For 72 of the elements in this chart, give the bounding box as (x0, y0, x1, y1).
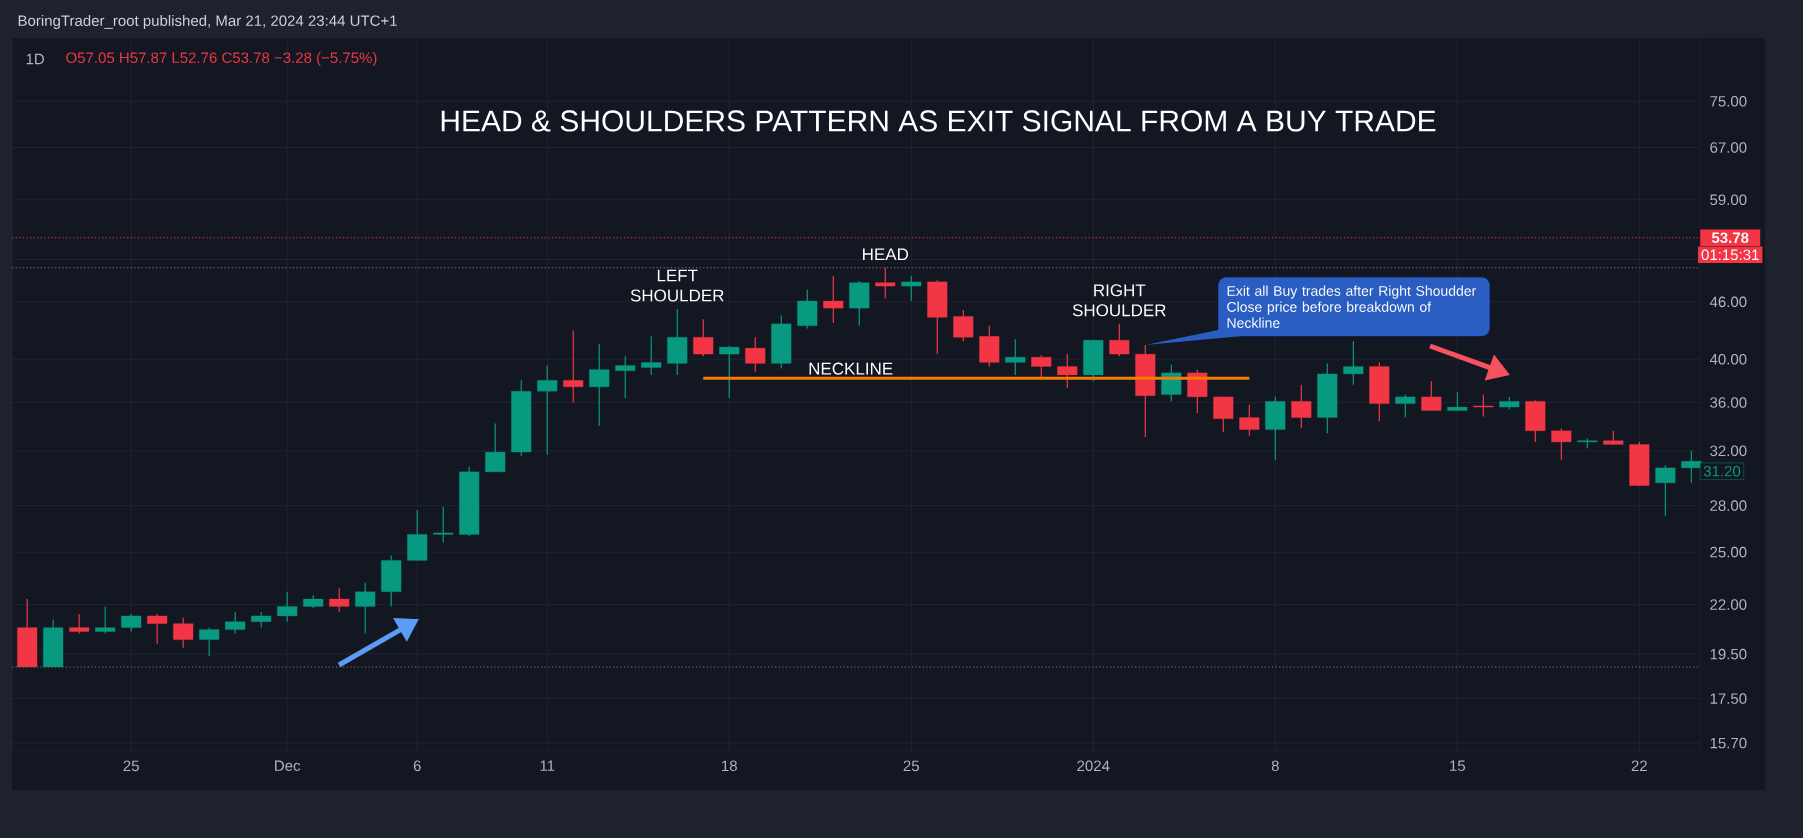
candlestick (1343, 340, 1364, 386)
candlestick (563, 329, 584, 404)
candlestick (199, 627, 220, 657)
candlestick (615, 355, 636, 399)
candlestick (1551, 427, 1572, 461)
x-tick-label: 11 (540, 760, 555, 771)
annotation: Exit all Buy trades after Right Shoudder Close price before breakdown of Neckline (1227, 285, 1477, 328)
annotation: O57.05 H57.87 L52.76 C53.78 −3.28 (−5.75%) (66, 52, 377, 66)
candlestick (355, 582, 376, 635)
candlestick (173, 617, 194, 649)
candlestick (225, 611, 246, 635)
candlestick (1291, 384, 1312, 429)
candlestick (823, 275, 844, 324)
candlestick (745, 336, 766, 373)
candlestick (589, 343, 610, 427)
candlestick (875, 267, 896, 299)
x-tick-label: Dec (275, 760, 301, 771)
candlestick (147, 613, 168, 645)
text: 01:15:31 (1701, 249, 1759, 261)
candlestick (953, 309, 974, 342)
y-tick-label: 46.00 (1709, 296, 1747, 308)
candlestick (537, 364, 558, 456)
candlestick (719, 345, 740, 399)
y-tick-label: 25.00 (1710, 546, 1747, 558)
series-label: NECKLINE (809, 362, 893, 375)
x-tick-label: 2024 (1077, 760, 1110, 772)
y-tick-label: 67.00 (1710, 142, 1747, 153)
y-tick-label: 32.00 (1710, 445, 1747, 457)
x-tick-label: 18 (722, 760, 737, 772)
candlestick (693, 318, 714, 357)
x-tick-label: 22 (1631, 760, 1647, 771)
annotation: 1D (26, 53, 44, 65)
y-tick-label: 22.00 (1710, 599, 1747, 610)
candlestick (69, 613, 90, 635)
x-tick-label: 6 (413, 760, 421, 772)
annotation: RIGHT SHOULDER (1072, 284, 1166, 317)
y-tick-label: 17.50 (1710, 693, 1747, 704)
candlestick (1395, 393, 1416, 419)
candlestick (1421, 380, 1442, 412)
y-tick-label: 28.00 (1710, 500, 1747, 511)
x-tick-label: 25 (123, 760, 139, 772)
candlestick (1655, 464, 1676, 517)
candlestick (1057, 353, 1078, 389)
ref-line-label: 53.78 (1711, 232, 1749, 244)
candlestick (485, 422, 506, 473)
candlestick (641, 335, 662, 376)
candlestick (433, 506, 454, 543)
y-tick-label: 40.00 (1709, 353, 1747, 365)
annotation: HEAD (863, 248, 909, 261)
x-tick-label: 8 (1271, 760, 1279, 772)
y-tick-label: 36.00 (1710, 397, 1747, 408)
candlestick (1447, 391, 1468, 412)
candlestick (1005, 338, 1026, 376)
y-tick-label: 59.00 (1710, 194, 1747, 206)
candlestick (1239, 404, 1260, 437)
candlestick (1213, 396, 1234, 433)
candlestick (277, 591, 298, 623)
annotation: 31.20 (1703, 465, 1741, 477)
annotation: LEFT SHOULDER (630, 269, 724, 302)
text: BoringTrader_root published, Mar 21, 2024 23:44 UTC+1 (18, 15, 397, 29)
candlestick (1109, 323, 1130, 357)
x-tick-label: 15 (1450, 760, 1466, 771)
y-tick-label: 75.00 (1710, 95, 1747, 107)
y-tick-label: 15.70 (1710, 737, 1747, 749)
text: HEAD & SHOULDERS PATTERN AS EXIT SIGNAL FROM A BUY TRADE (441, 110, 1436, 132)
x-tick-label: 25 (903, 760, 919, 772)
candlestick (901, 275, 922, 302)
candlestick (1031, 354, 1052, 380)
candlestick (1473, 393, 1494, 418)
y-tick-label: 19.50 (1710, 648, 1747, 660)
candlestick (329, 587, 350, 613)
candlestick (95, 605, 116, 635)
